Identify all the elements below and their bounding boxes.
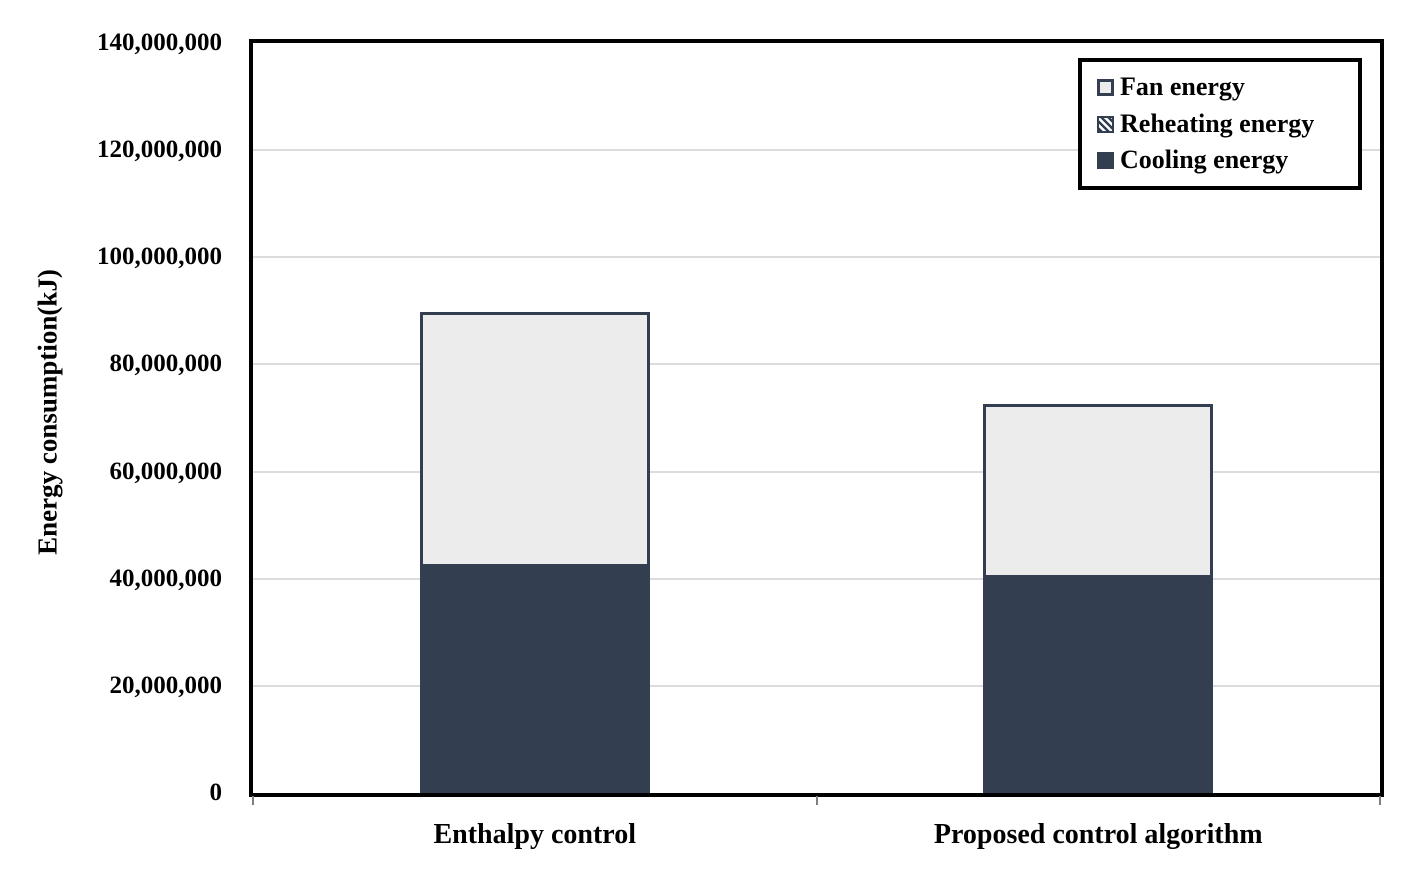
gridline [253, 470, 1380, 473]
reheating-energy-swatch-icon [1097, 115, 1114, 133]
y-tick-label: 20,000,000 [109, 671, 223, 699]
y-tick-label: 0 [209, 779, 223, 806]
cooling-energy-swatch-icon [1097, 152, 1114, 170]
gridline [253, 256, 1380, 259]
x-category-label: Proposed control algorithm [933, 819, 1263, 850]
x-axis-tick-mark [252, 796, 254, 805]
y-tick-label: 80,000,000 [109, 350, 223, 378]
plot-area [253, 43, 1380, 793]
gridline [253, 363, 1380, 366]
y-tick-label: 120,000,000 [97, 136, 222, 164]
y-axis-title: Energy consumption(kJ) [32, 269, 63, 555]
gridline [253, 149, 1380, 152]
bar-segment-cooling-energy [419, 566, 650, 793]
y-tick-label: 40,000,000 [109, 564, 223, 592]
y-tick-label: 140,000,000 [97, 29, 222, 56]
gridline [253, 684, 1380, 687]
legend-label-reheating-energy: Reheating energy [1120, 108, 1315, 138]
legend-item-cooling-energy: Cooling energy [1097, 146, 1358, 175]
bar-segment-cooling-energy [983, 578, 1214, 793]
x-category-label: Enthalpy control [433, 819, 637, 850]
y-tick-label: 60,000,000 [109, 457, 223, 485]
legend-label-cooling-energy: Cooling energy [1120, 145, 1289, 175]
x-axis-tick-mark [815, 796, 818, 805]
fan-energy-swatch-icon [1097, 78, 1114, 96]
bar-segment-fan-energy [419, 311, 650, 567]
legend-label-fan-energy: Fan energy [1120, 72, 1245, 102]
legend-item-reheating-energy: Reheating energy [1097, 108, 1358, 139]
legend: Fan energy Reheating energy Cooling ener… [1078, 58, 1362, 190]
bar-segment-fan-energy [983, 403, 1214, 579]
y-tick-label: 100,000,000 [97, 243, 222, 271]
legend-item-fan-energy: Fan energy [1097, 73, 1358, 102]
gridline [253, 577, 1380, 580]
x-axis-tick-mark [1379, 796, 1381, 805]
